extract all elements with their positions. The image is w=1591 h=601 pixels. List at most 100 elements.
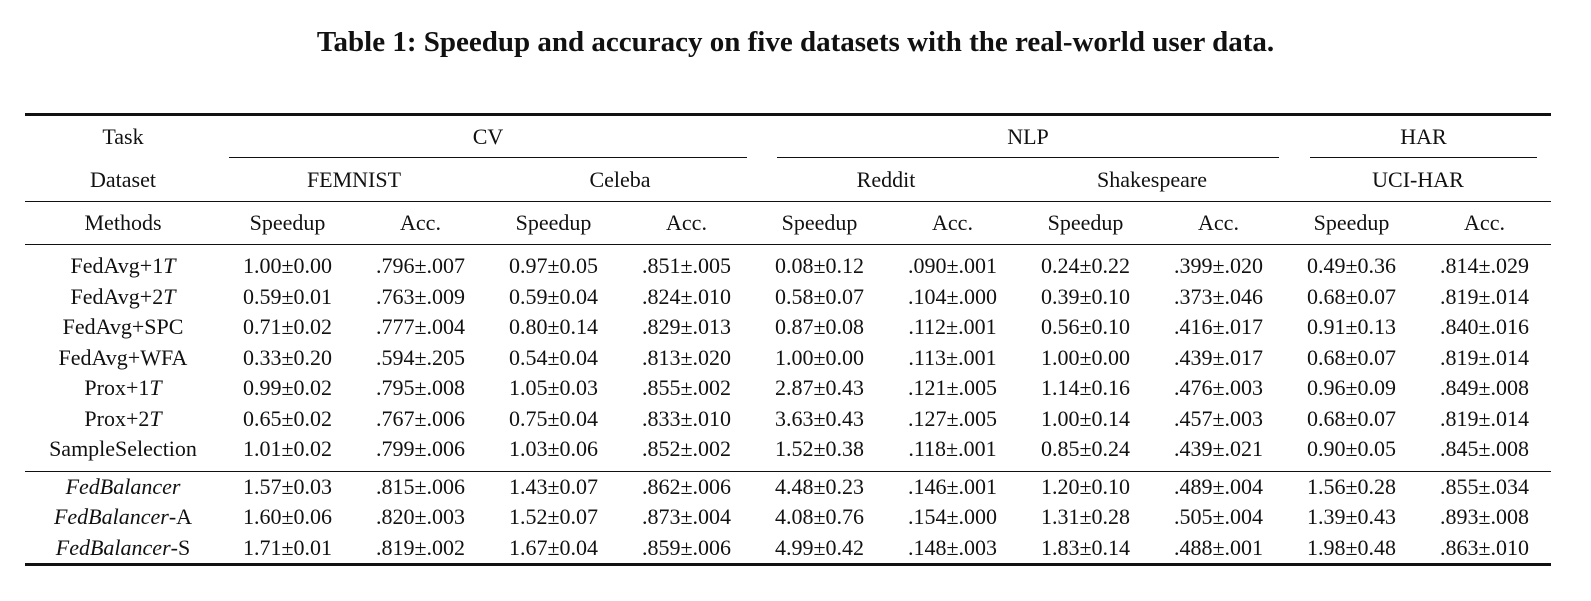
method-name: Prox+1T (25, 373, 221, 404)
speedup-cell: 0.99±0.02 (242, 375, 333, 401)
accuracy-cell: .819±.014 (1439, 283, 1530, 309)
method-label: FedBalancer (55, 534, 171, 560)
accuracy-cell: .121±.005 (907, 375, 998, 401)
accuracy-cell: .893±.008 (1439, 504, 1530, 530)
results-table: Task CV NLP HAR Dataset FEMNIST Celeba R… (25, 113, 1552, 566)
table-row: FedBalancer 1.57±0.03.815±.006 1.43±0.07.8… (25, 470, 1552, 502)
speedup-cell: 1.01±0.02 (242, 436, 333, 462)
accuracy-cell: .416±.017 (1173, 314, 1264, 340)
accuracy-cell: .439±.021 (1173, 436, 1264, 462)
accuracy-cell: .113±.001 (908, 344, 997, 370)
speedup-cell: 0.59±0.04 (508, 283, 599, 309)
method-label: FedAvg+WFA (58, 344, 188, 370)
method-suffix: -A (168, 504, 193, 530)
accuracy-cell: .439±.017 (1173, 344, 1264, 370)
method-name: FedBalancer (25, 470, 221, 502)
speedup-cell: 1.71±0.01 (221, 532, 354, 566)
method-label: FedBalancer (53, 504, 169, 530)
method-name: SampleSelection (25, 434, 221, 465)
speedup-cell: 1.56±0.28 (1285, 470, 1418, 502)
table-row: FedAvg+WFA 0.33±0.20 .594±.205 0.54±0.04 .81… (25, 343, 1551, 374)
speedup-cell: 0.90±0.05 (1306, 436, 1397, 462)
method-name: FedAvg+WFA (25, 343, 221, 374)
task-har: HAR (1310, 117, 1538, 158)
speedup-cell: 0.33±0.20 (242, 344, 333, 370)
accuracy-cell: .777±.004 (375, 314, 466, 340)
speedup-cell: 0.80±0.14 (508, 314, 599, 340)
speedup-cell: 1.57±0.03 (221, 470, 354, 502)
speedup-cell: 0.08±0.12 (774, 253, 865, 279)
metric-header: Speedup (487, 201, 620, 245)
speedup-cell: 1.52±0.38 (774, 436, 865, 462)
speedup-cell: 0.68±0.07 (1306, 283, 1397, 309)
speedup-cell: 1.52±0.07 (508, 504, 599, 530)
speedup-cell: 0.85±0.24 (1040, 436, 1131, 462)
speedup-cell: 0.59±0.01 (242, 283, 333, 309)
table-row: FedAvg+SPC 0.71±0.02 .777±.004 0.80±0.14 .82… (25, 312, 1551, 343)
method-name: FedBalancer-A (25, 502, 221, 533)
method-symbol: T (149, 375, 162, 401)
metric-header: Speedup (1285, 201, 1418, 245)
method-symbol: T (163, 253, 176, 279)
speedup-cell: 4.99±0.42 (753, 532, 886, 566)
accuracy-cell: .796±.007 (375, 253, 466, 279)
method-symbol: T (163, 283, 176, 309)
speedup-cell: 1.83±0.14 (1019, 532, 1152, 566)
metric-header: Acc. (354, 201, 487, 245)
dataset-reddit: Reddit (856, 166, 916, 192)
method-label: FedAvg+SPC (62, 314, 184, 340)
speedup-cell: 0.71±0.02 (242, 314, 333, 340)
speedup-cell: 4.48±0.23 (753, 470, 886, 502)
metric-header: Acc. (620, 201, 753, 245)
metric-header: Speedup (1019, 201, 1152, 245)
speedup-cell: 0.96±0.09 (1306, 375, 1397, 401)
accuracy-cell: .090±.001 (907, 253, 998, 279)
speedup-cell: 0.58±0.07 (774, 283, 865, 309)
accuracy-cell: .819±.014 (1439, 344, 1530, 370)
method-name: Prox+2T (25, 404, 221, 435)
speedup-cell: 1.67±0.04 (487, 532, 620, 566)
speedup-cell: 0.65±0.02 (242, 405, 333, 431)
speedup-cell: 0.68±0.07 (1306, 405, 1397, 431)
table-row: FedAvg+2T 0.59±0.01 .763±.009 0.59±0.04 .824… (25, 282, 1551, 313)
accuracy-cell: .795±.008 (375, 375, 466, 401)
accuracy-cell: .489±.004 (1152, 470, 1285, 502)
method-label: Prox+1 (84, 375, 150, 401)
method-name: FedAvg+2T (25, 282, 221, 313)
speedup-cell: 0.24±0.22 (1040, 253, 1131, 279)
speedup-cell: 1.98±0.48 (1285, 532, 1418, 566)
speedup-cell: 4.08±0.76 (774, 504, 865, 530)
methods-label: Methods (25, 201, 221, 245)
task-label: Task (25, 113, 221, 158)
accuracy-cell: .112±.001 (908, 314, 997, 340)
speedup-cell: 0.75±0.04 (508, 405, 599, 431)
speedup-cell: 1.00±0.14 (1040, 405, 1131, 431)
metric-header: Acc. (886, 201, 1019, 245)
speedup-cell: 1.00±0.00 (1040, 344, 1131, 370)
method-label: Prox+2 (84, 405, 150, 431)
accuracy-cell: .488±.001 (1152, 532, 1285, 566)
accuracy-cell: .505±.004 (1173, 504, 1264, 530)
accuracy-cell: .820±.003 (375, 504, 466, 530)
accuracy-cell: .594±.205 (375, 344, 466, 370)
dataset-label: Dataset (90, 166, 156, 192)
accuracy-cell: .819±.002 (354, 532, 487, 566)
accuracy-cell: .399±.020 (1173, 253, 1264, 279)
method-name: FedAvg+1T (25, 251, 221, 282)
task-cv: CV (229, 117, 747, 158)
method-name: FedAvg+SPC (25, 312, 221, 343)
table-row: Prox+1T 0.99±0.02 .795±.008 1.05±0.03 .855±.… (25, 373, 1551, 404)
metric-header: Acc. (1418, 201, 1552, 245)
speedup-cell: 1.05±0.03 (508, 375, 599, 401)
speedup-cell: 2.87±0.43 (774, 375, 865, 401)
speedup-cell: 0.91±0.13 (1306, 314, 1397, 340)
speedup-cell: 1.31±0.28 (1040, 504, 1131, 530)
method-label: FedAvg+1 (70, 253, 164, 279)
accuracy-cell: .819±.014 (1439, 405, 1530, 431)
speedup-cell: 0.49±0.36 (1306, 253, 1397, 279)
speedup-cell: 0.97±0.05 (508, 253, 599, 279)
metric-header: Speedup (221, 201, 354, 245)
dataset-femnist: FEMNIST (306, 166, 402, 192)
accuracy-cell: .104±.000 (907, 283, 998, 309)
method-name: FedBalancer-S (25, 532, 221, 566)
